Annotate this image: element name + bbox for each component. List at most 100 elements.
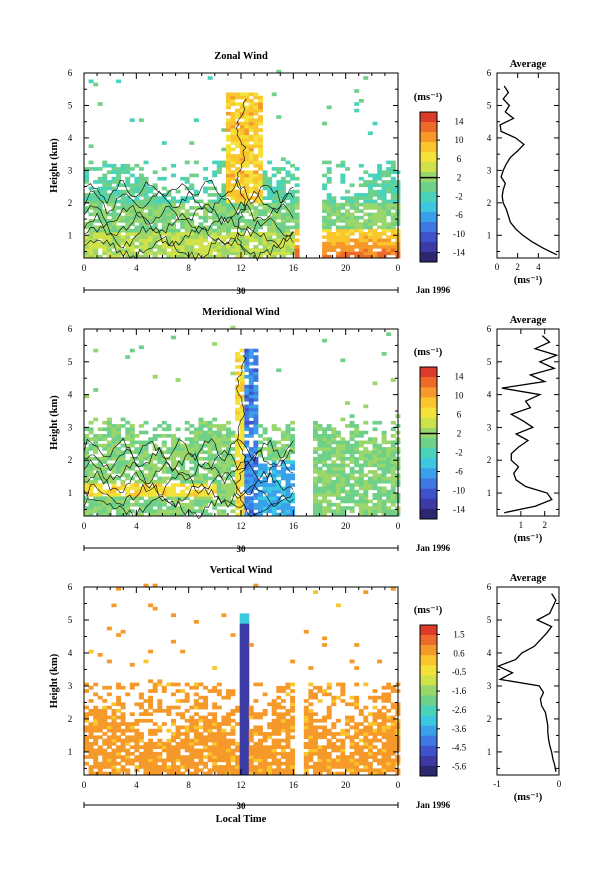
zonal-cell <box>340 176 346 181</box>
vertical-cell <box>244 715 250 720</box>
zonal-cell <box>258 108 263 113</box>
meridional-cell <box>340 512 346 517</box>
vertical-cell <box>198 755 204 759</box>
vertical-colorbar-swatch <box>420 745 437 757</box>
zonal-cell <box>120 189 126 194</box>
zonal-cell <box>143 241 149 246</box>
meridional-cell <box>235 512 241 517</box>
vertical-y-tick-label: 1 <box>68 747 73 757</box>
zonal-cell <box>363 202 369 207</box>
vertical-cell <box>166 755 172 759</box>
zonal-cell <box>106 222 112 226</box>
meridional-cell <box>322 453 328 458</box>
meridional-colorbar-label: 14 <box>455 372 465 382</box>
vertical-cell <box>390 685 396 690</box>
vertical-cell <box>377 732 383 736</box>
meridional-cell <box>335 476 341 481</box>
vertical-cell <box>97 695 103 700</box>
zonal-cell <box>248 99 254 103</box>
zonal-cell <box>216 196 222 200</box>
meridional-cell <box>271 486 277 491</box>
meridional-cell <box>377 493 383 497</box>
vertical-cell <box>106 771 112 776</box>
vertical-cell <box>322 751 328 756</box>
meridional-cell <box>203 493 209 497</box>
meridional-cell <box>102 479 108 484</box>
zonal-cell <box>143 212 149 217</box>
meridional-cell <box>381 512 387 517</box>
vertical-cell <box>239 620 245 624</box>
vertical-cell <box>102 738 108 743</box>
meridional-average-x-label: 2 <box>542 520 547 530</box>
vertical-cell <box>239 692 245 697</box>
vertical-cell <box>354 748 360 753</box>
meridional-cell <box>335 512 341 517</box>
meridional-cell <box>354 456 360 461</box>
zonal-average-y-label: 6 <box>487 68 492 78</box>
meridional-cell <box>358 470 364 474</box>
vertical-cell <box>116 768 122 773</box>
meridional-cell <box>335 466 341 471</box>
vertical-cell <box>134 758 140 763</box>
meridional-cell <box>239 476 245 481</box>
vertical-cell <box>303 758 309 763</box>
vertical-cell <box>221 751 227 756</box>
vertical-cell <box>84 742 89 746</box>
meridional-cell <box>161 460 167 464</box>
zonal-cell <box>280 225 286 230</box>
zonal-cell <box>203 209 209 213</box>
vertical-cell <box>248 705 254 710</box>
zonal-cell <box>198 241 204 246</box>
vertical-cell <box>88 722 94 726</box>
zonal-cell <box>116 232 122 236</box>
zonal-cell <box>166 254 172 259</box>
meridional-cell <box>386 476 392 481</box>
meridional-cell <box>363 473 369 478</box>
zonal-cell <box>258 173 263 178</box>
vertical-cell <box>354 705 360 710</box>
vertical-cell <box>363 728 369 733</box>
meridional-cell <box>189 437 195 441</box>
meridional-cell <box>326 502 332 507</box>
meridional-cell <box>372 447 378 451</box>
zonal-cell <box>244 176 250 181</box>
meridional-cell <box>331 466 337 471</box>
meridional-cell <box>253 476 259 481</box>
meridional-cell <box>322 470 328 474</box>
vertical-cell <box>161 765 167 769</box>
zonal-cell <box>258 95 263 100</box>
vertical-cell <box>244 676 250 680</box>
meridional-cell <box>271 496 277 500</box>
vertical-colorbar-swatch <box>420 675 437 686</box>
zonal-cell <box>377 173 383 178</box>
meridional-cell <box>363 509 369 514</box>
vertical-cell <box>244 669 250 674</box>
zonal-cell <box>367 251 373 256</box>
meridional-cell <box>358 499 364 504</box>
vertical-cell <box>271 738 277 743</box>
meridional-cell <box>102 437 108 441</box>
vertical-cell <box>171 735 176 740</box>
meridional-cell <box>184 493 190 497</box>
meridional-y-tick-label: 4 <box>68 390 73 400</box>
zonal-cell <box>152 228 158 233</box>
zonal-cell <box>161 186 167 191</box>
zonal-cell <box>335 215 341 220</box>
vertical-cell <box>189 758 195 763</box>
vertical-cell <box>226 742 231 746</box>
zonal-cell <box>111 251 117 256</box>
meridional-cell <box>262 506 268 510</box>
meridional-cell <box>322 493 328 497</box>
vertical-cell <box>148 699 154 703</box>
vertical-cell <box>120 715 126 720</box>
meridional-cell <box>262 447 268 451</box>
meridional-cell <box>244 355 250 359</box>
meridional-cell <box>253 358 259 363</box>
zonal-cell <box>386 235 392 239</box>
meridional-cell <box>88 447 94 451</box>
zonal-cell <box>97 215 103 220</box>
vertical-day-label: 30 <box>237 801 247 811</box>
vertical-cell <box>354 761 360 766</box>
vertical-cell <box>157 771 163 776</box>
vertical-cell <box>244 745 250 749</box>
